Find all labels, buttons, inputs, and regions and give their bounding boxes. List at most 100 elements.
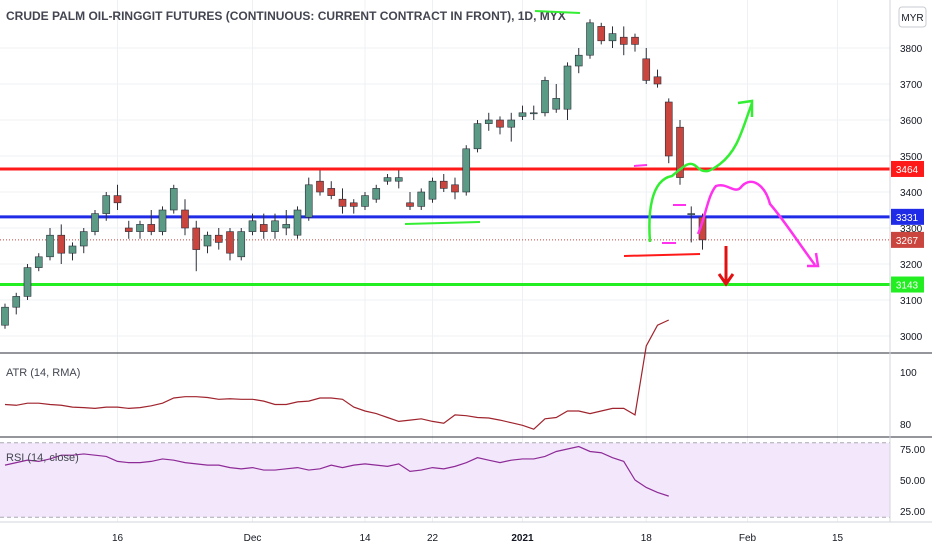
candle — [541, 76, 549, 117]
candle — [417, 188, 426, 210]
candle-body-down — [496, 119, 504, 128]
price-tick-label: 3300 — [900, 224, 923, 235]
arrow-up-icon[interactable] — [737, 99, 754, 117]
candle — [349, 199, 358, 214]
candle-body-up — [79, 231, 88, 247]
atr-line — [4, 319, 670, 430]
candle — [676, 120, 684, 185]
candle — [473, 120, 482, 153]
horizontal-levels[interactable]: 3464 3331 3143 3267 — [0, 160, 924, 293]
candle-body-up — [91, 213, 99, 232]
candle — [642, 48, 651, 84]
rsi-band — [0, 442, 890, 518]
candle-body-down — [57, 234, 66, 254]
candle — [46, 228, 54, 261]
candle — [259, 213, 268, 239]
candle — [282, 210, 291, 236]
drawn-green-path[interactable] — [648, 102, 754, 243]
candle-body-down — [653, 76, 662, 85]
candle — [529, 105, 538, 120]
currency-badge[interactable]: MYR — [898, 6, 927, 28]
candle-body-up — [507, 119, 516, 128]
candle-body-up — [372, 188, 381, 200]
candle-body-down — [113, 195, 122, 204]
candle — [12, 292, 21, 315]
candle — [338, 188, 347, 214]
candle — [248, 213, 257, 236]
candle — [619, 26, 628, 56]
candlestick-series — [1, 19, 707, 329]
level-tag-label: 3464 — [896, 165, 919, 176]
candle — [406, 192, 414, 210]
candle-body-up — [687, 213, 696, 215]
candle-body-down — [439, 180, 448, 189]
price-tick-label: 3600 — [900, 116, 923, 127]
price-tick-label: 3400 — [900, 188, 923, 199]
candle — [451, 177, 459, 200]
time-axis[interactable]: 16 Dec 14 22 2021 18 Feb 15 — [0, 521, 932, 544]
drawn-magenta-path[interactable] — [696, 180, 817, 266]
candle-body-down — [327, 188, 336, 196]
grid — [0, 0, 890, 522]
level-tag-label: 3331 — [896, 213, 919, 224]
candle — [169, 184, 178, 214]
candle — [203, 231, 212, 254]
candle — [79, 228, 88, 254]
drawn-red-low-line[interactable] — [623, 253, 701, 257]
arrow-down-right-icon[interactable] — [807, 252, 820, 268]
candle-body-up — [518, 112, 527, 117]
candle — [91, 210, 99, 236]
drawn-magenta-mark[interactable] — [633, 164, 648, 167]
rsi-tick-label: 50.00 — [900, 476, 925, 487]
candle — [327, 181, 336, 200]
candle-body-up — [237, 231, 246, 258]
candle-body-up — [304, 184, 313, 218]
rsi-tick-label: 25.00 — [900, 507, 925, 518]
candle-body-up — [169, 188, 178, 211]
chart-title: CRUDE PALM OIL-RINGGIT FUTURES (CONTINUO… — [6, 9, 566, 23]
user-drawings[interactable] — [404, 10, 820, 287]
candle-body-up — [574, 54, 583, 67]
candle-body-up — [541, 80, 549, 114]
candle-body-down — [676, 126, 684, 178]
candle — [147, 210, 156, 236]
candle-body-up — [383, 177, 392, 182]
candle-body-up — [68, 245, 77, 254]
price-axis[interactable]: 3000 3100 3200 3300 3400 3500 3600 3700 3800 80 10… — [889, 0, 925, 522]
atr-tick-label: 100 — [900, 368, 917, 379]
candle — [586, 19, 594, 59]
time-tick-label: 18 — [641, 533, 653, 544]
drawn-green-support-line[interactable] — [404, 221, 481, 225]
candle-body-up — [136, 224, 144, 232]
candle-body-up — [608, 33, 617, 42]
candle-body-down — [338, 198, 347, 207]
candle — [113, 184, 122, 210]
candle — [136, 220, 144, 239]
candle — [372, 184, 381, 203]
time-tick-label: Feb — [739, 533, 757, 544]
rsi-line — [4, 445, 669, 497]
level-tag-pivot — [891, 208, 924, 225]
candle — [687, 206, 696, 243]
candle — [23, 264, 32, 300]
time-tick-label: 2021 — [511, 533, 534, 544]
candle — [664, 98, 673, 164]
drawn-green-top-line[interactable] — [534, 10, 581, 14]
candle — [439, 174, 448, 192]
price-tick-label: 3000 — [900, 332, 923, 343]
candle-body-up — [1, 306, 9, 326]
candle — [496, 116, 504, 135]
candle-body-down — [147, 224, 156, 232]
candle-body-up — [271, 220, 279, 232]
arrow-down-icon[interactable] — [717, 273, 735, 287]
atr-label: ATR (14, RMA) — [6, 367, 80, 379]
candle — [608, 26, 617, 48]
candle — [124, 220, 133, 239]
candle-body-up — [473, 123, 482, 150]
candle-body-up — [428, 180, 437, 200]
level-tag-label: 3143 — [896, 281, 919, 292]
price-tick-label: 3100 — [900, 296, 923, 307]
candle — [293, 206, 302, 239]
currency-badge-label: MYR — [901, 13, 923, 24]
candle-body-down — [214, 234, 223, 243]
